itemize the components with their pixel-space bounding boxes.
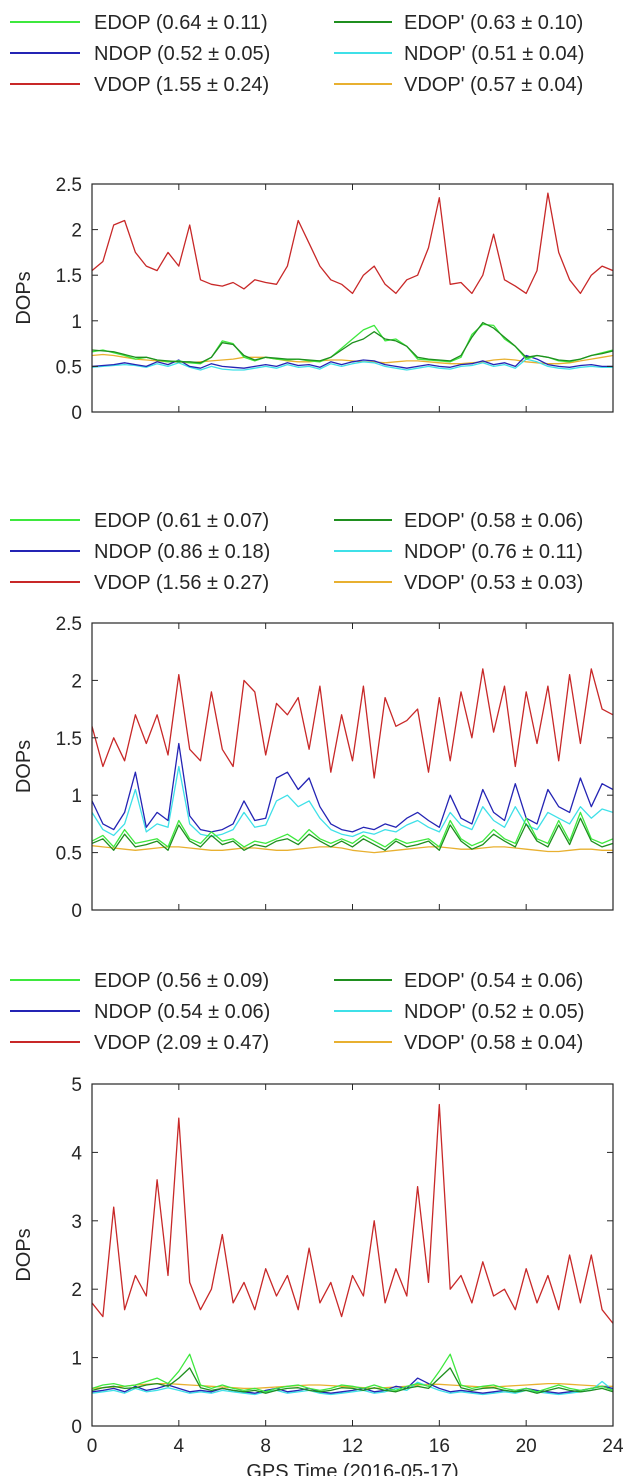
chart-panel-1: EDOP (0.64 ± 0.11) EDOP' (0.63 ± 0.10) NDO… xyxy=(10,12,614,424)
x-axis xyxy=(178,184,527,412)
legend-entry: EDOP (0.64 ± 0.11) xyxy=(94,12,268,34)
y-axis: 0 0.5 1 1.5 2 2.5 xyxy=(56,175,613,424)
legend-entry: EDOP' (0.58 ± 0.06) xyxy=(404,510,583,532)
series-line-edop-prime xyxy=(92,817,613,851)
x-tick-label: 24 xyxy=(602,1436,624,1457)
y-tick-label: 2 xyxy=(71,671,82,692)
y-tick-label: 2 xyxy=(71,221,82,242)
y-tick-label: 0.5 xyxy=(56,844,82,865)
y-axis: 0 0.5 1 1.5 2 2.5 xyxy=(56,614,613,922)
x-tick-label: 20 xyxy=(516,1436,537,1457)
series-line-edop-prime xyxy=(92,1367,613,1394)
legend-entry: EDOP (0.56 ± 0.09) xyxy=(94,970,269,992)
legend-entry: VDOP' (0.53 ± 0.03) xyxy=(404,572,583,594)
legend: EDOP (0.61 ± 0.07) EDOP' (0.58 ± 0.06) NDO… xyxy=(10,510,583,594)
legend-entry: VDOP' (0.57 ± 0.04) xyxy=(404,74,583,96)
legend-entry: VDOP (1.56 ± 0.27) xyxy=(94,572,269,594)
series-line-vdop xyxy=(92,192,613,295)
y-tick-label: 0 xyxy=(71,403,82,424)
y-tick-label: 2.5 xyxy=(56,614,82,635)
legend-entry: EDOP' (0.63 ± 0.10) xyxy=(404,12,583,34)
x-tick-label: 8 xyxy=(260,1436,271,1457)
legend-entry: VDOP (1.55 ± 0.24) xyxy=(94,74,269,96)
axes-box xyxy=(91,1083,614,1427)
legend-entry: VDOP' (0.58 ± 0.04) xyxy=(404,1032,583,1054)
legend-entry: NDOP (0.52 ± 0.05) xyxy=(94,43,270,65)
legend-entry: NDOP (0.86 ± 0.18) xyxy=(94,541,270,563)
y-tick-label: 1.5 xyxy=(56,729,82,750)
series-line-vdop xyxy=(92,668,613,779)
plot-area xyxy=(92,192,613,371)
legend-entry: NDOP' (0.76 ± 0.11) xyxy=(404,541,583,563)
x-axis xyxy=(178,623,527,910)
y-tick-label: 1 xyxy=(71,312,82,333)
legend-entry: NDOP' (0.51 ± 0.04) xyxy=(404,43,584,65)
y-axis-label: DOPs xyxy=(13,740,35,793)
series-line-edop xyxy=(92,1353,613,1393)
legend: EDOP (0.56 ± 0.09) EDOP' (0.54 ± 0.06) NDO… xyxy=(10,970,584,1054)
y-tick-label: 2 xyxy=(71,1280,82,1301)
plot-area xyxy=(92,1103,613,1396)
legend-entry: NDOP (0.54 ± 0.06) xyxy=(94,1001,270,1023)
legend-entry: EDOP (0.61 ± 0.07) xyxy=(94,510,269,532)
y-tick-label: 1 xyxy=(71,786,82,807)
axes-box xyxy=(91,622,614,911)
axes-box xyxy=(91,183,614,413)
series-line-edop xyxy=(92,323,613,365)
y-tick-label: 1.5 xyxy=(56,266,82,287)
y-axis-label: DOPs xyxy=(13,1228,35,1281)
x-tick-label: 4 xyxy=(174,1436,185,1457)
legend-entry: VDOP (2.09 ± 0.47) xyxy=(94,1032,269,1054)
legend: EDOP (0.64 ± 0.11) EDOP' (0.63 ± 0.10) NDO… xyxy=(10,12,584,96)
y-axis: 0 1 2 3 4 5 xyxy=(71,1075,613,1438)
x-tick-label: 0 xyxy=(87,1436,98,1457)
y-tick-label: 3 xyxy=(71,1212,82,1233)
series-line-edop xyxy=(92,811,613,848)
chart-panel-2: EDOP (0.61 ± 0.07) EDOP' (0.58 ± 0.06) NDO… xyxy=(10,510,614,922)
chart-panel-3: EDOP (0.56 ± 0.09) EDOP' (0.54 ± 0.06) NDO… xyxy=(10,970,624,1476)
series-line-ndop xyxy=(92,354,613,369)
legend-entry: NDOP' (0.52 ± 0.05) xyxy=(404,1001,584,1023)
y-tick-label: 2.5 xyxy=(56,175,82,196)
x-axis: 0 4 8 12 16 20 24 xyxy=(87,1084,624,1457)
series-line-vdop-prime xyxy=(92,845,613,854)
legend-entry: EDOP' (0.54 ± 0.06) xyxy=(404,970,583,992)
series-line-edop-prime xyxy=(92,321,613,364)
x-tick-label: 16 xyxy=(429,1436,450,1457)
y-tick-label: 0 xyxy=(71,901,82,922)
plot-area xyxy=(92,668,613,854)
x-axis-label: GPS Time (2016-05-17) xyxy=(246,1461,458,1476)
series-line-vdop-prime xyxy=(92,1382,613,1390)
y-tick-label: 0 xyxy=(71,1417,82,1438)
y-tick-label: 0.5 xyxy=(56,357,82,378)
series-line-vdop xyxy=(92,1103,613,1324)
y-tick-label: 1 xyxy=(71,1349,82,1370)
y-axis-label: DOPs xyxy=(13,271,35,324)
y-tick-label: 5 xyxy=(71,1075,82,1096)
y-tick-label: 4 xyxy=(71,1143,82,1164)
x-tick-label: 12 xyxy=(342,1436,363,1457)
